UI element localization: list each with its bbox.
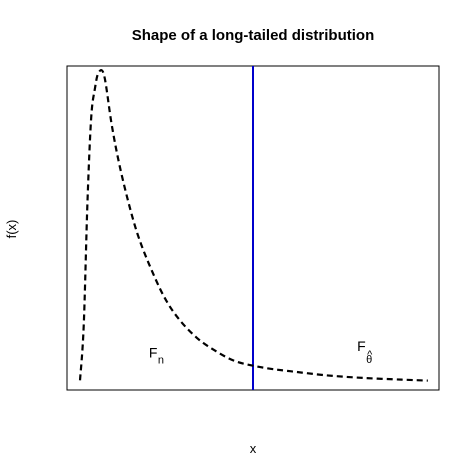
y-axis-label: f(x) xyxy=(4,220,19,239)
chart-title: Shape of a long-tailed distribution xyxy=(132,27,375,44)
annotation-2-accent: ^ xyxy=(367,349,373,361)
annotation-2-main: F xyxy=(357,338,366,354)
density-curve xyxy=(78,68,428,382)
annotation-1-main: F xyxy=(149,345,158,361)
annotation-2-subscript: θ xyxy=(366,354,372,366)
x-axis-label: x xyxy=(250,441,257,456)
annotation-1-subscript: n xyxy=(158,355,164,367)
